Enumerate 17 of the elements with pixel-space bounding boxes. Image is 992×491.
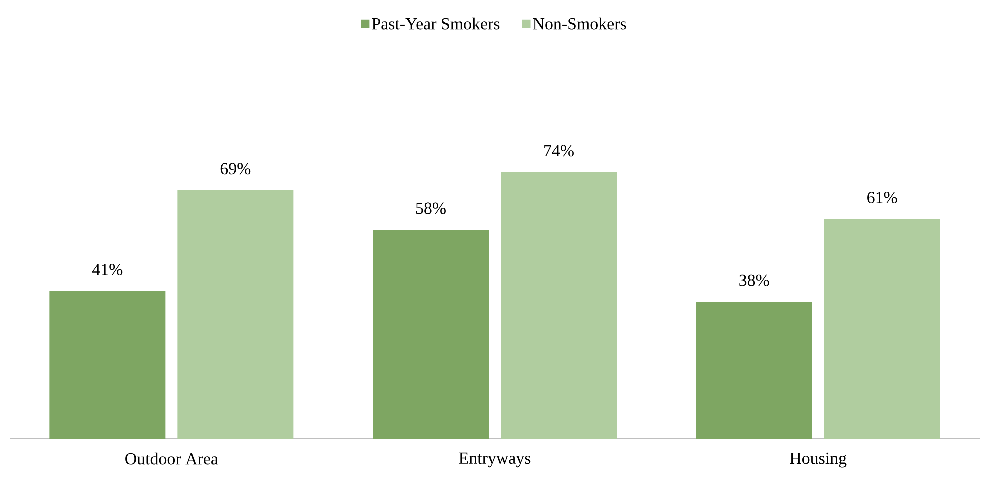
- data-label: 74%: [544, 145, 574, 157]
- data-label: 38%: [740, 274, 770, 286]
- x-tick-label: Entryways: [459, 452, 531, 468]
- legend-label: Past-Year Smokers: [372, 18, 500, 30]
- bar: [178, 190, 294, 439]
- legend-label: Non-Smokers: [533, 18, 626, 30]
- data-label: 41%: [92, 264, 123, 276]
- data-label: 61%: [868, 192, 898, 204]
- x-tick-label: Housing: [790, 452, 847, 468]
- data-label: 58%: [416, 202, 446, 214]
- data-label: 69%: [220, 163, 251, 175]
- bar: [373, 230, 490, 439]
- bar: [501, 172, 618, 439]
- bar: [50, 291, 166, 439]
- x-tick-label: Outdoor Area: [126, 452, 218, 465]
- bar: [696, 302, 812, 439]
- bar: [824, 219, 940, 439]
